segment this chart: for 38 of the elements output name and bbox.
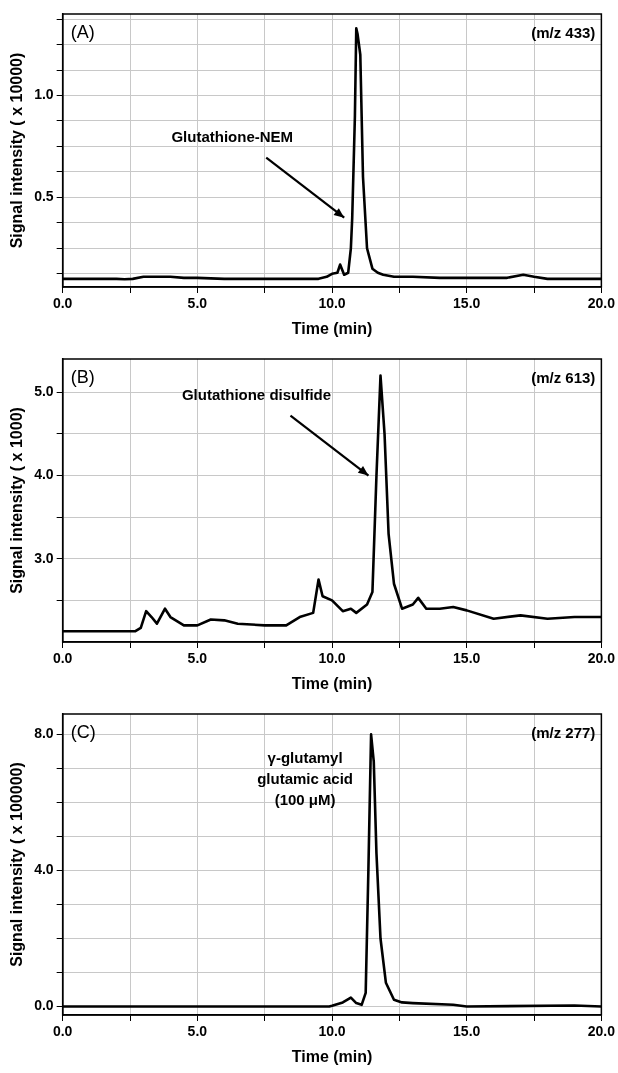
y-tick-label: 0.5: [34, 188, 54, 205]
x-tick-label: 15.0: [453, 1023, 481, 1040]
annotation: (m/z 433): [531, 23, 596, 41]
y-axis-title: Signal intensity ( x 100000): [8, 762, 26, 967]
y-tick-label: 0.0: [34, 997, 54, 1014]
y-tick-label: 5.0: [34, 383, 54, 400]
x-tick-label: 15.0: [453, 650, 481, 667]
y-tick-label: 8.0: [34, 725, 54, 742]
x-tick-label: 5.0: [187, 650, 208, 667]
y-tick-label: 4.0: [34, 861, 54, 878]
x-tick-label: 15.0: [453, 295, 481, 312]
x-tick-label: 10.0: [318, 1023, 346, 1040]
x-tick-label: 5.0: [187, 295, 208, 312]
x-tick-label: 0.0: [52, 650, 73, 667]
x-tick-label: 20.0: [587, 1023, 616, 1040]
x-axis-title: Time (min): [291, 674, 373, 692]
x-axis-title: Time (min): [291, 319, 373, 337]
annotation: Glutathione disulfide: [181, 385, 332, 403]
annotation: (m/z 613): [531, 368, 596, 386]
x-tick-label: 10.0: [318, 650, 346, 667]
text: (A): [70, 21, 95, 42]
y-tick-label: 4.0: [34, 466, 54, 483]
x-tick-label: 0.0: [52, 295, 73, 312]
x-axis-title: Time (min): [291, 1047, 373, 1065]
chart-title: (B): [70, 366, 95, 387]
x-tick-label: 0.0: [52, 1023, 73, 1040]
chart-title: (C): [70, 721, 96, 742]
x-tick-label: 5.0: [187, 1023, 208, 1040]
y-tick-label: 3.0: [34, 549, 54, 566]
y-axis-title: Signal intensity ( x 1000): [8, 407, 26, 594]
x-tick-label: 20.0: [587, 295, 616, 312]
x-tick-label: 20.0: [587, 650, 616, 667]
annotation: Glutathione-NEM: [171, 127, 294, 145]
annotation: γ-glutamyl glutamic acid (100 μM): [257, 748, 354, 808]
y-tick-label: 1.0: [34, 86, 54, 103]
x-tick-label: 10.0: [318, 295, 346, 312]
annotation: (m/z 277): [531, 723, 596, 741]
y-axis-title: Signal intensity ( x 10000): [8, 52, 26, 249]
